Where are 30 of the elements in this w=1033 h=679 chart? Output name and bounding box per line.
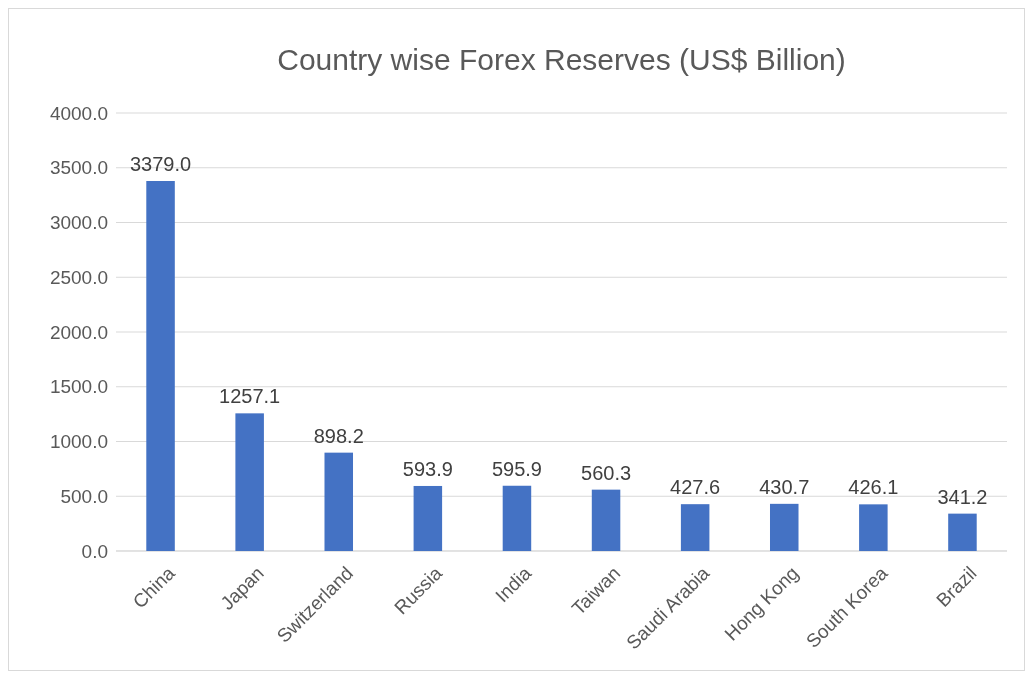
y-tick-label: 3000.0 <box>49 212 108 234</box>
y-tick-label: 0.0 <box>81 540 108 562</box>
bar <box>413 485 443 551</box>
data-label: 560.3 <box>581 461 632 484</box>
data-label: 593.9 <box>402 457 453 480</box>
y-tick-label: 3500.0 <box>49 157 108 179</box>
data-label: 1257.1 <box>219 385 281 408</box>
y-tick-label: 2000.0 <box>49 321 108 343</box>
bar <box>680 504 710 551</box>
bar <box>948 513 977 551</box>
data-label: 898.2 <box>313 424 364 447</box>
bar <box>502 485 532 551</box>
y-tick-label: 2500.0 <box>49 266 108 288</box>
y-tick-label: 4000.0 <box>49 102 108 124</box>
y-tick-label: 500.0 <box>60 485 108 507</box>
bar <box>769 503 799 551</box>
data-label: 341.2 <box>937 485 988 508</box>
chart-title: Country wise Forex Reserves (US$ Billion) <box>277 43 846 76</box>
bar <box>591 489 621 551</box>
bar <box>235 413 264 551</box>
bar <box>324 452 354 551</box>
data-label: 426.1 <box>848 476 899 499</box>
data-label: 3379.0 <box>129 153 192 175</box>
data-label: 430.7 <box>759 475 810 498</box>
y-tick-label: 1500.0 <box>49 376 108 398</box>
bar <box>146 181 175 551</box>
bar <box>859 504 888 551</box>
data-label: 595.9 <box>491 457 542 480</box>
data-label: 427.6 <box>670 476 721 499</box>
y-tick-label: 1000.0 <box>49 431 108 453</box>
